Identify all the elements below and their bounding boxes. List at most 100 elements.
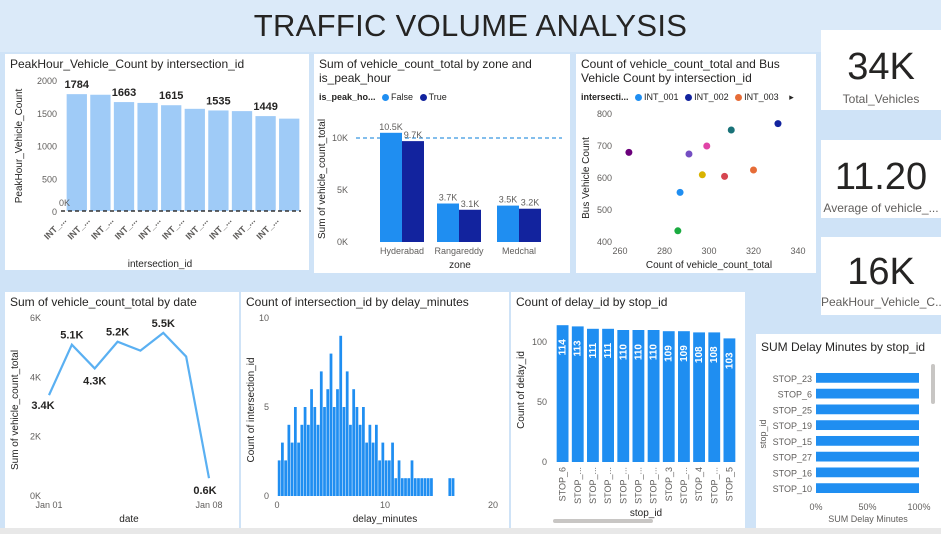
peak-x-tick: INT_... [160,215,186,241]
scatter-y-tick: 700 [597,141,612,151]
stop-chart[interactable]: 100 50 0 114 STOP_6 113 STOP_... 111 STOP_... 111… [511,292,745,528]
kpi-total-vehicles-card[interactable]: 34K Total_Vehicles [821,30,941,110]
stop-chart-scrollbar[interactable] [553,519,653,523]
scatter-point [703,142,711,150]
peak-hour-chart[interactable]: 20001500100050001784INT_...INT_...1663IN… [5,54,309,270]
delay-bar [290,442,294,496]
sum-delay-chart-card[interactable]: SUM Delay Minutes by stop_id STOP_23 STOP… [756,334,941,528]
stop-x-tick: STOP_... [649,467,659,504]
delay-bar [448,478,452,496]
delay-x-tick: 10 [380,500,390,510]
date-data-label: 5.2K [106,327,129,339]
stop-y-tick: 0 [542,457,547,467]
delay-bar [352,389,356,496]
peak-data-label: 1535 [206,95,230,107]
peak-x-axis-title: intersection_id [128,259,192,270]
date-x-tick: Jan 08 [195,500,222,510]
date-y-axis-title: Sum of vehicle_count_total [10,350,21,470]
delay-bar [358,424,362,496]
stop-bar [556,325,569,462]
delay-bar [423,478,427,496]
stop-x-tick: STOP_... [588,467,598,504]
delay-bar [404,478,407,496]
date-y-tick: 2K [30,432,41,442]
date-chart-card[interactable]: Sum of vehicle_count_total by date 6K 4K 2… [5,292,239,528]
sum-delay-bar [816,467,919,478]
delay-y-tick: 10 [259,313,269,323]
delay-bar [329,353,333,496]
delay-x-axis-title: delay_minutes [353,514,417,525]
delay-bar [303,407,307,496]
delay-x-tick: 20 [488,500,498,510]
delay-bar [371,442,375,496]
page-footer-strip [0,528,941,534]
scatter-point [727,126,735,134]
delay-bar [426,478,430,496]
zone-data-label: 3.5K [499,195,518,205]
zone-x-tick: Rangareddy [434,246,484,256]
legend-true-dot-icon [419,94,427,101]
sum-delay-x-tick: 50% [858,502,876,512]
zone-chart-card[interactable]: Sum of vehicle_count_total by zone and i… [314,54,570,273]
stop-chart-card[interactable]: Count of delay_id by stop_id 100 50 0 114 ST… [511,292,745,528]
stop-x-tick: STOP_... [709,467,719,504]
delay-bar [300,424,304,496]
zone-chart[interactable]: 10K 5K 0K 10.5K9.7K Hyderabad 3.7K3.1K Rangare… [314,54,570,273]
delay-bar [362,407,365,496]
stop-data-label: 110 [649,344,660,361]
stop-data-label: 110 [633,344,644,361]
scatter-chart-card[interactable]: Count of vehicle_count_total and Bus Veh… [576,54,816,273]
stop-data-label: 109 [664,345,675,362]
peak-x-tick: INT_... [254,215,280,241]
stop-bar [587,328,599,462]
delay-bar [281,442,284,496]
kpi-average-card[interactable]: 11.20 Average of vehicle_... [821,140,941,218]
legend-true-label: True [428,92,447,102]
scatter-legend: intersecti... INT_001 INT_002 INT_003 ▸ [581,92,794,103]
delay-bar [336,389,339,496]
legend-int001-dot-icon [635,94,643,101]
legend-next-arrow-icon[interactable]: ▸ [789,92,794,102]
date-chart[interactable]: 6K 4K 2K 0K 3.4K 5.1K 4.3K 5.2K 5.5K 0.6K Jan 01 Ja… [5,292,239,528]
zone-bar [519,208,541,242]
sum-delay-chart[interactable]: STOP_23 STOP_6 STOP_25 STOP_19 STOP_15 STOP_2… [756,334,941,528]
delay-bar [387,460,391,496]
stop-x-tick: STOP_... [603,467,613,504]
sum-delay-bar [816,404,919,415]
peak-hour-chart-card[interactable]: PeakHour_Vehicle_Count by intersection_i… [5,54,309,270]
sum-delay-scrollbar[interactable] [931,364,935,404]
delay-bar [306,424,310,496]
peak-y-axis-title: PeakHour_Vehicle_Count [14,89,25,204]
delay-bar [342,407,346,496]
delay-chart[interactable]: 10 5 00 10 20 delay_minutes Count of intersect… [241,292,509,528]
delay-chart-card[interactable]: Count of intersection_id by delay_minute… [241,292,509,528]
stop-data-label: 110 [618,344,629,361]
kpi-total-vehicles-label: Total_Vehicles [842,92,920,106]
scatter-x-tick: 320 [746,246,761,256]
scatter-x-tick: 260 [612,246,627,256]
peak-data-label: 1663 [112,87,136,99]
scatter-x-tick: 300 [701,246,716,256]
sum-delay-y-tick: STOP_15 [773,437,812,447]
stop-x-tick: STOP_... [618,467,628,504]
kpi-peakhour-card[interactable]: 16K PeakHour_Vehicle_C... [821,237,941,315]
stop-data-label: 109 [679,345,690,362]
date-x-axis-title: date [119,514,139,525]
legend-int002-label: INT_002 [694,92,729,102]
stop-bar [602,328,614,462]
stop-x-tick: STOP_5 [724,467,734,501]
zone-x-tick: Hyderabad [380,246,424,256]
peak-zero-label: 0K [59,198,70,208]
date-y-tick: 6K [30,313,41,323]
delay-bar [326,389,330,496]
delay-bar [355,407,359,496]
date-data-label: 5.1K [60,330,83,342]
dashboard-title: TRAFFIC VOLUME ANALYSIS [253,8,688,43]
delay-bar [430,478,433,496]
peak-data-label: 1615 [159,90,183,102]
legend-int003-dot-icon [735,94,743,101]
zone-bar [437,203,459,242]
delay-bar [310,389,313,496]
peak-hour-chart-title: PeakHour_Vehicle_Count by intersection_i… [10,57,245,71]
